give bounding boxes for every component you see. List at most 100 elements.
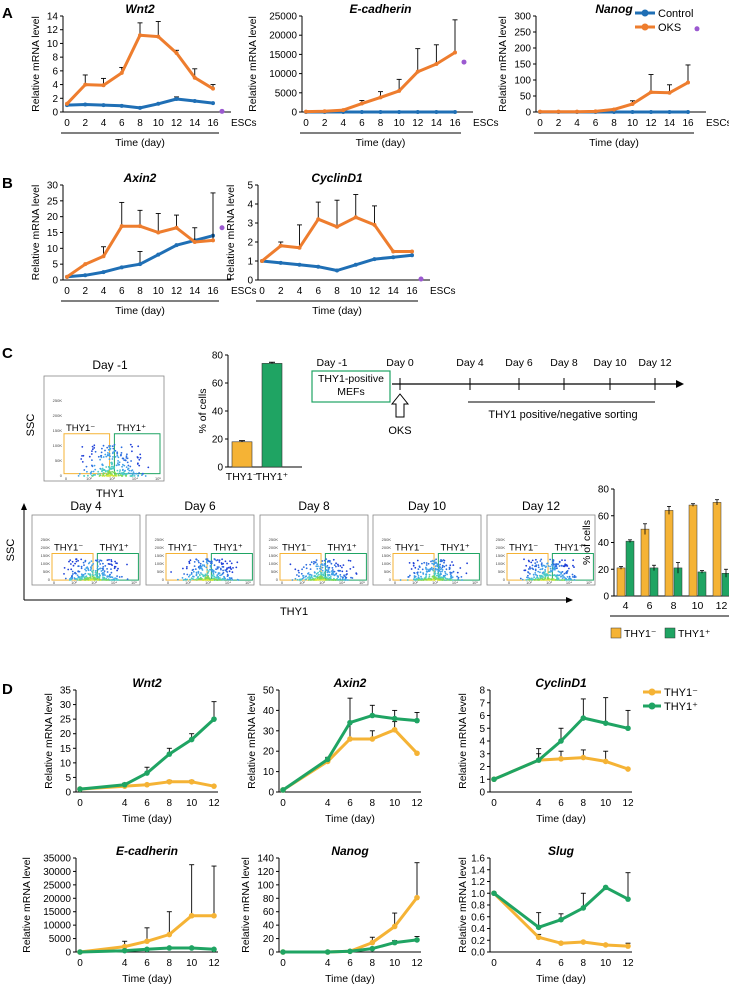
flow-event	[316, 568, 319, 570]
flow-y-tick: 150K	[382, 553, 392, 558]
y-tick-label: 4	[479, 737, 485, 748]
data-point	[77, 949, 83, 955]
data-point	[280, 787, 286, 793]
y-tick-label: 0	[268, 788, 274, 799]
x-tick-label: 2	[82, 286, 88, 297]
flow-event	[425, 562, 428, 564]
flow-event	[554, 565, 557, 567]
flow-event	[443, 561, 445, 564]
x-tick-label: THY1⁺	[256, 471, 289, 483]
flow-event	[142, 472, 145, 475]
y-tick-label: 0	[52, 276, 58, 287]
data-point	[625, 766, 631, 772]
y-tick-label: 60	[212, 379, 224, 390]
chart-title: E-cadherin	[116, 844, 178, 858]
data-point	[538, 109, 542, 114]
flow-event	[82, 561, 85, 564]
esc-tick-label: ESCs	[706, 118, 729, 129]
flow-event	[118, 471, 121, 473]
flow-event	[215, 559, 218, 562]
flow-event	[414, 578, 417, 581]
flow-event	[541, 567, 544, 570]
y-axis-label: % of cells	[581, 520, 593, 565]
bar-chart-c1: 0 20 40 60 80 % of cells THY1⁻THY1⁺	[197, 351, 302, 483]
flow-event	[302, 575, 304, 577]
flow-x-tick: 10⁵	[359, 580, 365, 585]
flow-event	[440, 568, 443, 570]
flow-event	[309, 576, 311, 579]
flow-event	[213, 575, 216, 578]
flow-event	[223, 575, 225, 578]
flow-event	[443, 575, 445, 578]
flow-event	[115, 464, 118, 467]
flow-event	[226, 578, 229, 581]
flow-event	[99, 458, 101, 461]
flow-event	[116, 569, 118, 572]
flow-event	[564, 564, 566, 567]
y-tick-label: 100	[514, 76, 531, 87]
flow-event	[557, 574, 560, 577]
y-axis-label: Relative mRNA level	[43, 693, 55, 789]
flow-event	[97, 455, 100, 458]
flow-event	[327, 577, 330, 580]
y-tick-label: 5	[479, 724, 485, 735]
data-point	[347, 948, 353, 955]
flow-event	[309, 573, 312, 576]
flow-event	[102, 574, 104, 577]
flow-event	[417, 575, 420, 577]
data-point	[260, 259, 264, 263]
flow-event	[431, 568, 434, 571]
x-tick-label: 8	[167, 798, 173, 809]
data-point	[391, 715, 398, 722]
flow-event	[225, 568, 228, 571]
flow-event	[115, 475, 118, 477]
x-tick-label: 14	[189, 118, 201, 129]
flow-x-tick: 10³	[205, 580, 211, 585]
flow-event	[457, 578, 460, 580]
legend-thy1-neg-marker	[648, 688, 656, 696]
flow-event	[80, 558, 83, 561]
flow-event	[201, 569, 204, 571]
flow-event	[202, 560, 205, 563]
flow-x-tick: 10⁵	[245, 580, 251, 585]
flow-y-tick: 50K	[55, 458, 62, 463]
data-point	[278, 260, 283, 265]
gate-pos-label: THY1⁺	[555, 543, 584, 554]
flow-event	[565, 572, 568, 575]
y-tick-label: 0	[52, 108, 58, 119]
esc-point	[418, 276, 424, 282]
flow-event	[113, 443, 116, 446]
y-tick-label: 10000	[269, 69, 297, 80]
flow-event	[126, 578, 129, 581]
flow-event	[193, 561, 196, 563]
flow-event	[94, 450, 97, 453]
flow-event	[91, 450, 93, 452]
flow-event	[539, 571, 541, 574]
flow-event	[107, 575, 110, 578]
flow-event	[428, 570, 431, 572]
x-tick-label: 4	[122, 798, 128, 809]
flow-event	[191, 569, 194, 571]
flow-event	[106, 559, 109, 561]
flow-event	[135, 472, 138, 475]
y-tick-label: 6	[52, 66, 58, 77]
y-axis-label: Relative mRNA level	[247, 16, 259, 112]
y-tick-label: 20	[212, 435, 224, 446]
flow-event	[435, 574, 438, 577]
x-tick-label: 12	[411, 958, 423, 969]
flow-event	[539, 575, 542, 577]
flow-event	[316, 572, 318, 575]
y-tick-label: 2	[247, 238, 253, 249]
flow-event	[195, 571, 198, 574]
flow-day-label: Day 4	[70, 499, 102, 513]
flow-event	[81, 461, 84, 463]
flow-event	[417, 568, 420, 570]
y-tick-label: 35000	[43, 854, 71, 865]
x-tick-label: THY1⁻	[226, 471, 259, 483]
x-axis-label: Time (day)	[115, 137, 165, 149]
gate-neg-label: THY1⁻	[395, 543, 424, 554]
flow-event	[103, 578, 105, 581]
y-axis-label: Relative mRNA level	[30, 16, 42, 112]
flow-event	[185, 567, 188, 570]
flow-event	[213, 558, 216, 560]
